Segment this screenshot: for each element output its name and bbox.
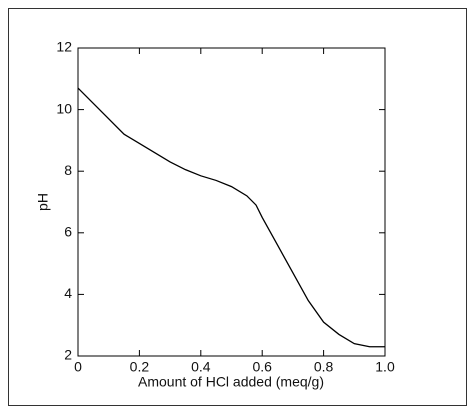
y-tick-label: 6 xyxy=(64,224,72,240)
plot-area xyxy=(77,47,386,357)
x-tick-label: 0 xyxy=(74,359,82,375)
frame xyxy=(8,8,467,406)
x-axis-label: Amount of HCl added (meq/g) xyxy=(138,374,324,390)
y-tick-label: 2 xyxy=(64,347,72,363)
x-tick-label: 0.2 xyxy=(130,359,150,375)
y-tick-label: 8 xyxy=(64,162,72,178)
x-tick-label: 1.0 xyxy=(375,359,395,375)
x-tick-label: 0.4 xyxy=(191,359,211,375)
y-tick-label: 10 xyxy=(56,100,72,116)
x-tick-label: 0.8 xyxy=(314,359,334,375)
y-axis-label: pH xyxy=(35,193,51,211)
y-tick-label: 12 xyxy=(56,39,72,55)
data-line xyxy=(77,87,385,348)
x-tick-label: 0.6 xyxy=(252,359,272,375)
y-tick-label: 4 xyxy=(64,285,72,301)
